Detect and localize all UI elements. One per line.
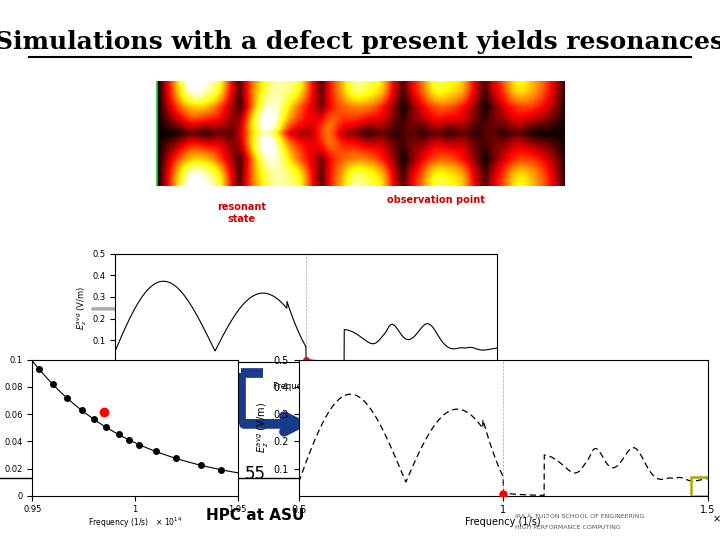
Bar — [691, 477, 720, 496]
Text: 55: 55 — [245, 465, 266, 483]
Text: resonant
state: resonant state — [217, 202, 266, 224]
Y-axis label: $E_z^{avg}$ (V/m): $E_z^{avg}$ (V/m) — [76, 286, 89, 330]
Text: Simulations with a defect present yields resonances: Simulations with a defect present yields… — [0, 30, 720, 53]
Text: HPC at ASU: HPC at ASU — [207, 508, 305, 523]
Text: HIGH PERFORMANCE COMPUTING: HIGH PERFORMANCE COMPUTING — [515, 525, 621, 530]
X-axis label: Frequency (1/s): Frequency (1/s) — [274, 382, 338, 391]
Y-axis label: $E_z^{avg}$ (V/m): $E_z^{avg}$ (V/m) — [256, 402, 271, 453]
Text: observation point: observation point — [387, 195, 485, 206]
Y-axis label: $|E_z|^{avg}$ (V/m): $|E_z|^{avg}$ (V/m) — [0, 401, 1, 454]
X-axis label: Frequency (1/s)   $\times\ 10^{14}$: Frequency (1/s) $\times\ 10^{14}$ — [88, 516, 182, 530]
Text: ASU: ASU — [515, 456, 592, 489]
X-axis label: Frequency (1/s): Frequency (1/s) — [465, 517, 541, 527]
Text: $\times\ 10^{14}$: $\times\ 10^{14}$ — [712, 511, 720, 525]
Text: IRA A. FULTON SCHOOL OF ENGINEERING: IRA A. FULTON SCHOOL OF ENGINEERING — [515, 515, 644, 519]
Text: $\times\ 10^{14}$: $\times\ 10^{14}$ — [500, 371, 530, 383]
Text: ARIZONA STATE
UNIVERSITY: ARIZONA STATE UNIVERSITY — [569, 462, 679, 491]
